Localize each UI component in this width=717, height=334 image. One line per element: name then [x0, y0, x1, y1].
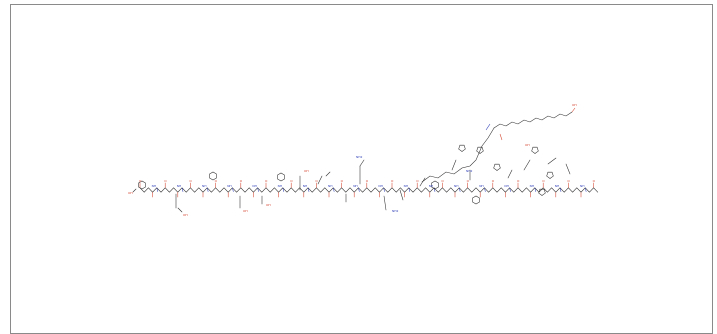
o-label: O [416, 179, 419, 183]
nh-label: NH [580, 184, 585, 188]
ser-oh-label: OH [266, 203, 271, 207]
o-label: O [341, 179, 344, 183]
oh-label-3: OH [525, 143, 530, 147]
nh-label: NH [303, 184, 308, 188]
oh-label: OH [128, 191, 133, 195]
nh-label: NH [530, 184, 535, 188]
o-label: O [517, 179, 520, 183]
o-label: O [139, 179, 142, 183]
o-label: O [164, 179, 167, 183]
o-label: O [366, 179, 369, 183]
nh-label: NH [504, 184, 509, 188]
atom-label-layer: OH OH NH2 NH2 NH2 OH OH OH OH OH O NH O NH O NH O NH O NH O N… [128, 103, 596, 217]
o-label: O [542, 179, 545, 183]
structure-frame [10, 4, 713, 334]
nh-label: NH [555, 184, 560, 188]
nh-label: NH [353, 184, 358, 188]
nh-label: NH [252, 184, 257, 188]
nh-label: NH [202, 184, 207, 188]
acid-oh-label: OH [572, 103, 577, 107]
o-label: O [290, 179, 293, 183]
nh-label: NH [177, 184, 182, 188]
nh-label: NH [328, 184, 333, 188]
nh-label: NH [278, 184, 283, 188]
o-label: O [265, 179, 268, 183]
nh-label: NH [404, 184, 409, 188]
thr-oh-label: OH [243, 209, 248, 213]
o-label: O [215, 179, 218, 183]
nh2-label-2: NH2 [466, 169, 473, 173]
tyr-oh-label: OH [304, 169, 309, 173]
o-label: O [391, 179, 394, 183]
o-label: O [467, 179, 470, 183]
o-label: O [567, 179, 570, 183]
nh-label: NH [152, 184, 157, 188]
bond-network [132, 107, 599, 213]
o-label: O [315, 179, 318, 183]
nh-label: NH [227, 184, 232, 188]
nh-label: NH [378, 184, 383, 188]
gln-nh2-label: NH2 [392, 209, 399, 213]
o-label: O [492, 179, 495, 183]
nh-label: NH [454, 184, 459, 188]
lys-nh2-label: NH2 [356, 155, 363, 159]
o-label: O [240, 179, 243, 183]
asp-oh-label: OH [183, 213, 188, 217]
nh-label: NH [479, 184, 484, 188]
o-label: O [189, 179, 192, 183]
o-label: O [593, 179, 596, 183]
nh-label: NH [429, 184, 434, 188]
o-label: O [441, 179, 444, 183]
peptide-structure-diagram: OH OH NH2 NH2 NH2 OH OH OH OH OH O NH O NH O NH O NH O NH O N… [128, 103, 599, 217]
